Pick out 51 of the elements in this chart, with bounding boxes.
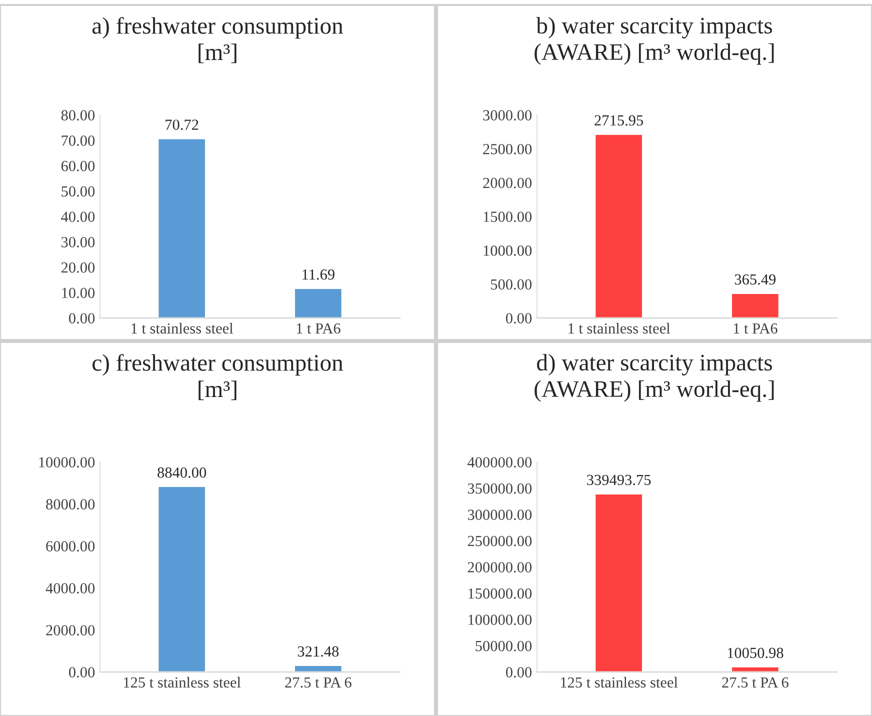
x-tick-label: 125 t stainless steel bbox=[560, 676, 678, 688]
y-tick-label: 0.00 bbox=[68, 667, 95, 678]
x-tick-label: 1 t PA6 bbox=[296, 323, 340, 334]
y-tick-label: 3000.00 bbox=[483, 110, 532, 121]
y-tick-label: 150000.00 bbox=[468, 588, 532, 599]
y-tick-label: 50000.00 bbox=[476, 640, 532, 652]
data-label: 2715.95 bbox=[594, 115, 644, 126]
x-tick-label: 27.5 t PA 6 bbox=[285, 677, 352, 688]
chart-title: c) freshwater consumption [m³] bbox=[92, 354, 344, 400]
chart-title: d) water scarcity impacts (AWARE) [m³ world-eq.] bbox=[534, 354, 774, 402]
y-tick-label: 4000.00 bbox=[46, 583, 95, 594]
y-tick-label: 6000.00 bbox=[46, 541, 95, 552]
data-label: 10050.98 bbox=[728, 648, 784, 658]
y-tick-label: 250000.00 bbox=[468, 536, 532, 546]
y-tick-label: 0.00 bbox=[68, 313, 95, 324]
y-tick-label: 200000.00 bbox=[468, 562, 532, 573]
y-tick-label: 30.00 bbox=[61, 237, 95, 248]
y-tick-label: 80.00 bbox=[61, 110, 95, 121]
x-tick-label: 1 t stainless steel bbox=[132, 322, 234, 334]
x-tick-label: 1 t stainless steel bbox=[568, 322, 670, 334]
data-label: 70.72 bbox=[166, 120, 198, 130]
chart-title: b) water scarcity impacts (AWARE) [m³ world-eq.] bbox=[534, 17, 774, 65]
y-tick-label: 1000.00 bbox=[484, 245, 532, 256]
y-tick-label: 2000.00 bbox=[46, 625, 95, 636]
y-tick-label: 100000.00 bbox=[468, 614, 532, 626]
y-tick-label: 0.00 bbox=[506, 667, 532, 678]
y-tick-label: 350000.00 bbox=[468, 483, 532, 494]
y-tick-label: 2000.00 bbox=[483, 178, 532, 188]
y-tick-label: 300000.00 bbox=[468, 510, 532, 520]
data-label: 321.48 bbox=[298, 646, 339, 657]
y-tick-label: 10.00 bbox=[62, 288, 95, 298]
y-tick-label: 60.00 bbox=[61, 160, 95, 172]
y-tick-label: 1500.00 bbox=[484, 212, 532, 222]
y-tick-label: 20.00 bbox=[61, 262, 95, 273]
x-tick-label: 125 t stainless steel bbox=[124, 676, 241, 688]
y-tick-label: 70.00 bbox=[62, 136, 95, 146]
x-tick-label: 27.5 t PA 6 bbox=[722, 677, 788, 688]
data-label: 11.69 bbox=[302, 269, 334, 280]
y-tick-label: 50.00 bbox=[62, 186, 95, 197]
y-tick-label: 10000.00 bbox=[39, 457, 95, 468]
data-label: 339493.75 bbox=[587, 474, 651, 486]
y-tick-label: 0.00 bbox=[506, 313, 532, 324]
y-tick-label: 500.00 bbox=[491, 279, 532, 290]
y-tick-label: 2500.00 bbox=[483, 144, 532, 154]
chart-title: a) freshwater consumption [m³] bbox=[92, 17, 344, 64]
data-label: 365.49 bbox=[734, 274, 776, 285]
data-label: 8840.00 bbox=[158, 467, 206, 478]
y-tick-label: 400000.00 bbox=[468, 457, 532, 468]
x-tick-label: 1 t PA6 bbox=[734, 323, 778, 334]
y-tick-label: 8000.00 bbox=[46, 499, 95, 510]
y-tick-label: 40.00 bbox=[61, 212, 95, 222]
